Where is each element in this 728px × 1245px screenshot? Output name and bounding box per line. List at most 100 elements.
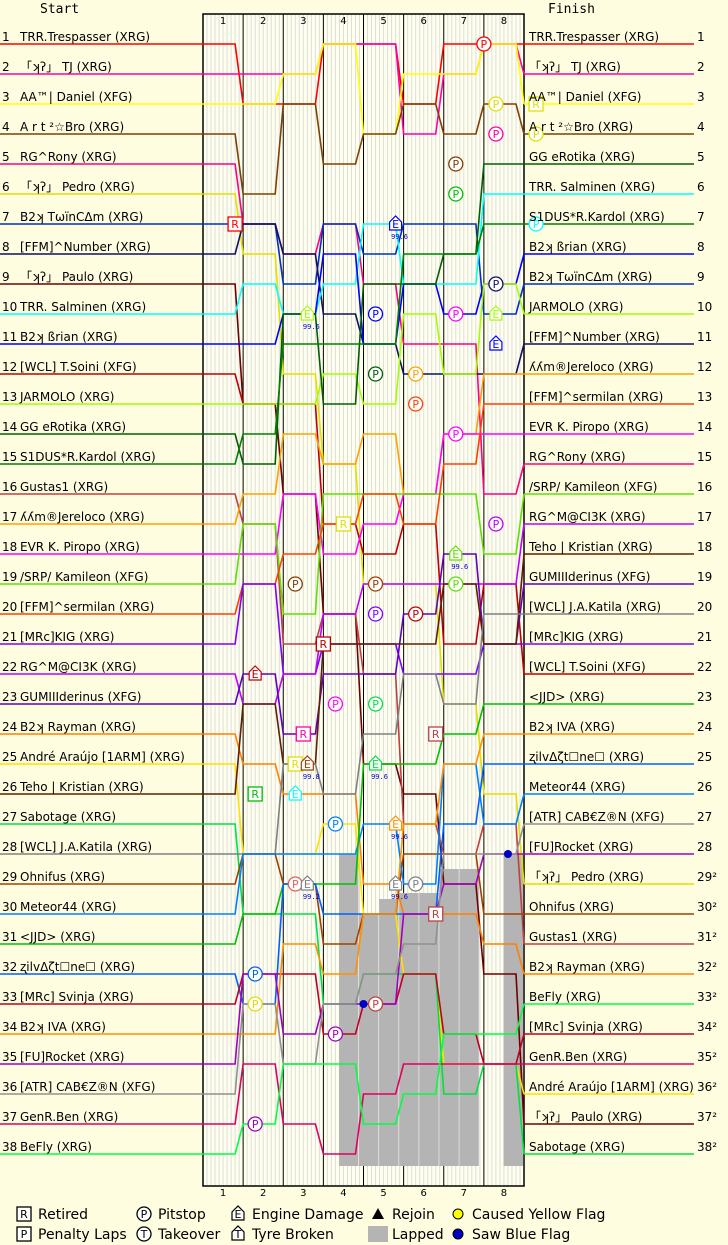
start-driver-label: [MRc] Svinja (XRG)	[20, 990, 134, 1004]
marker-symbol: P	[332, 698, 339, 711]
event-marker: P	[488, 126, 504, 142]
marker-symbol: P	[452, 578, 459, 591]
event-marker: E 99.6	[300, 305, 320, 331]
marker-shape	[452, 1208, 464, 1220]
start-position-number: 13	[2, 390, 17, 404]
finish-driver-label: RG^M@CI3K (XRG)	[529, 510, 646, 524]
finish-driver-label: B2ʞ TωїnCΔm (XRG)	[529, 270, 652, 284]
finish-driver-label: <JJD> (XRG)	[529, 690, 604, 704]
start-position-number: 12	[2, 360, 17, 374]
start-driver-label: 「ʞʔ」 Paulo (XRG)	[20, 270, 133, 284]
marker-note: 99.6	[391, 233, 408, 241]
marker-symbol: P	[372, 368, 379, 381]
driver-line	[203, 193, 524, 315]
lap-tick-top: 2	[260, 16, 266, 27]
marker-shape	[247, 786, 263, 802]
marker-shape	[488, 276, 504, 292]
start-position-number: 30	[2, 900, 17, 914]
start-driver-label: B2ʞ IVA (XRG)	[20, 1020, 106, 1034]
start-driver-label: EVR K. Piropo (XRG)	[20, 540, 140, 554]
marker-symbol: E	[392, 218, 399, 231]
marker-shape	[136, 1226, 152, 1242]
start-position-number: 4	[2, 120, 10, 134]
start-position-number: 31	[2, 930, 17, 944]
start-driver-label: [FFM]^sermilan (XRG)	[20, 600, 154, 614]
marker-symbol: P	[452, 188, 459, 201]
marker-symbol: P	[252, 968, 259, 981]
start-driver-label: [ATR] CAB€Z®N (XFG)	[20, 1080, 155, 1094]
marker-symbol: T	[234, 1228, 242, 1241]
marker-symbol: P	[533, 218, 540, 231]
lap-tick-top: 3	[300, 16, 306, 27]
finish-position-number: 12	[697, 360, 712, 374]
driver-line	[203, 433, 524, 555]
marker-symbol: E	[252, 668, 259, 681]
marker-symbol: P	[252, 998, 259, 1011]
marker-symbol: P	[493, 98, 500, 111]
finish-position-number: 20	[697, 600, 712, 614]
finish-position-number: 27	[697, 810, 712, 824]
marker-symbol: T	[140, 1228, 148, 1241]
marker-symbol: P	[452, 308, 459, 321]
marker-symbol: E	[392, 878, 399, 891]
start-driver-label: /SRP/ Kamileon (XFG)	[20, 570, 148, 584]
driver-line	[203, 1063, 524, 1155]
event-marker	[359, 1000, 368, 1008]
marker-note: 99.2	[303, 893, 320, 901]
legend-label: Saw Blue Flag	[472, 1227, 570, 1243]
driver-line	[203, 283, 525, 405]
marker-note: 99.6	[391, 833, 408, 841]
start-driver-label: 「ʞʔ」 Pedro (XRG)	[20, 180, 135, 194]
marker-shape	[448, 426, 464, 442]
marker-shape	[389, 875, 403, 891]
lapped-bar	[379, 899, 399, 1166]
event-marker: P	[367, 576, 384, 592]
marker-shape	[528, 96, 544, 112]
event-marker: P	[287, 876, 303, 892]
finish-position-number: 5	[697, 150, 705, 164]
marker-symbol: P	[292, 578, 299, 591]
marker-shape	[488, 96, 504, 112]
marker-symbol: P	[21, 1228, 28, 1241]
lap-tick-bottom: 5	[380, 1188, 386, 1199]
driver-line	[203, 703, 524, 945]
finish-header: Finish	[548, 2, 595, 17]
marker-symbol: R	[251, 788, 259, 801]
marker-symbol: P	[332, 818, 339, 831]
marker-symbol: P	[372, 608, 379, 621]
event-marker: R	[335, 516, 352, 532]
start-position-number: 18	[2, 540, 17, 554]
finish-position-number: 7	[697, 210, 705, 224]
marker-symbol: E	[392, 818, 399, 831]
driver-line	[203, 163, 524, 465]
marker-note: 99.6	[371, 773, 388, 781]
start-position-number: 26	[2, 780, 17, 794]
driver-line	[203, 733, 525, 975]
event-marker: E 99.6	[449, 545, 468, 571]
start-position-number: 33	[2, 990, 17, 1004]
finish-position-number: 3	[697, 90, 705, 104]
event-marker: P	[247, 1116, 263, 1132]
finish-position-number: 29²	[697, 870, 717, 884]
marker-symbol: R	[320, 638, 328, 651]
legend-item: Saw Blue Flag	[452, 1227, 570, 1243]
marker-symbol: R	[231, 218, 239, 231]
marker-shape	[489, 305, 503, 321]
legend-item: R Retired	[16, 1206, 88, 1223]
marker-shape	[488, 516, 504, 532]
lap-tick-top: 7	[461, 16, 467, 27]
legend: R Retired P Pitstop E Engine Damage Rejoin Caus…	[16, 1205, 605, 1243]
lap-tick-top: 8	[501, 16, 507, 27]
marker-symbol: R	[532, 98, 540, 111]
start-position-number: 27	[2, 810, 17, 824]
marker-shape	[408, 396, 424, 412]
event-marker: P	[287, 576, 303, 592]
marker-shape	[368, 755, 383, 771]
marker-shape	[300, 755, 314, 771]
marker-symbol: P	[141, 1208, 148, 1221]
marker-shape	[327, 696, 344, 712]
lap-tick-top: 1	[220, 16, 226, 27]
marker-shape	[136, 1206, 152, 1222]
event-marker: R	[315, 636, 332, 652]
finish-driver-label: 「ʞʔ」 TJ (XRG)	[529, 60, 621, 74]
